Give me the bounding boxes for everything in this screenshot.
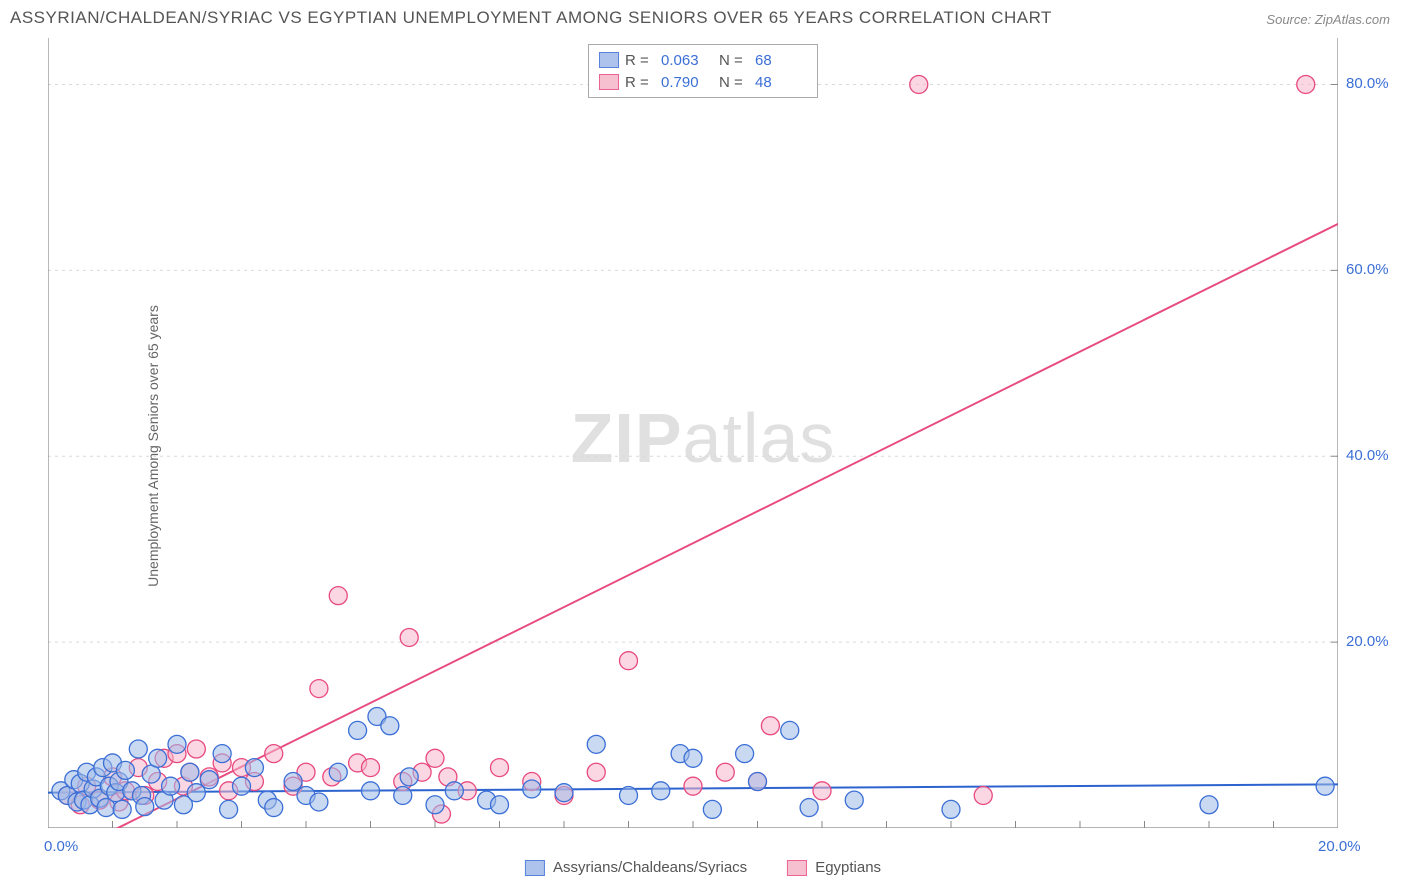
swatch-series-a (599, 52, 619, 68)
scatter-plot (48, 38, 1338, 828)
source-label: Source: (1266, 12, 1311, 27)
x-tick-label: 0.0% (44, 838, 78, 855)
chart-title: ASSYRIAN/CHALDEAN/SYRIAC VS EGYPTIAN UNE… (10, 8, 1052, 28)
swatch-series-b (599, 74, 619, 90)
y-tick-label: 20.0% (1346, 633, 1389, 650)
n-label: N = (719, 52, 749, 69)
y-tick-label: 40.0% (1346, 447, 1389, 464)
r-value-a: 0.063 (661, 52, 713, 69)
n-value-b: 48 (755, 74, 807, 91)
r-label: R = (625, 74, 655, 91)
series-a-name: Assyrians/Chaldeans/Syriacs (553, 859, 747, 876)
x-tick-label: 20.0% (1318, 838, 1361, 855)
r-label: R = (625, 52, 655, 69)
legend-row-a: R = 0.063 N = 68 (599, 49, 807, 71)
swatch-series-a (525, 860, 545, 876)
y-tick-label: 80.0% (1346, 75, 1389, 92)
source-link[interactable]: ZipAtlas.com (1315, 12, 1390, 27)
legend-item-b: Egyptians (787, 859, 881, 876)
legend-row-b: R = 0.790 N = 48 (599, 71, 807, 93)
legend-stats: R = 0.063 N = 68 R = 0.790 N = 48 (588, 44, 818, 98)
plot-svg (48, 38, 1338, 828)
swatch-series-b (787, 860, 807, 876)
y-tick-label: 60.0% (1346, 261, 1389, 278)
series-b-name: Egyptians (815, 859, 881, 876)
n-value-a: 68 (755, 52, 807, 69)
r-value-b: 0.790 (661, 74, 713, 91)
n-label: N = (719, 74, 749, 91)
legend-series: Assyrians/Chaldeans/Syriacs Egyptians (525, 859, 881, 876)
source-attribution: Source: ZipAtlas.com (1266, 12, 1390, 27)
legend-item-a: Assyrians/Chaldeans/Syriacs (525, 859, 747, 876)
